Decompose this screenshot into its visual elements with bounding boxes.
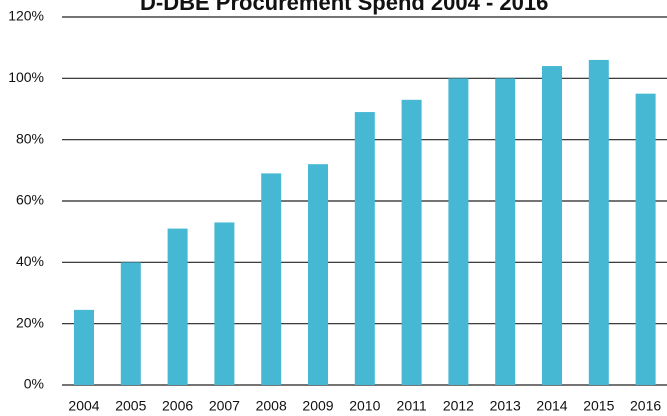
x-tick-label: 2004 — [68, 398, 99, 414]
x-tick-label: 2008 — [256, 398, 287, 414]
x-tick-label: 2012 — [443, 398, 474, 414]
x-tick-label: 2016 — [630, 398, 661, 414]
bar — [495, 78, 516, 385]
bar — [261, 173, 282, 385]
bar — [74, 309, 94, 385]
y-tick-label: 60% — [16, 192, 44, 208]
x-tick-label: 2005 — [115, 398, 146, 414]
bar — [635, 93, 656, 386]
bar — [308, 164, 328, 385]
y-tick-label: 120% — [8, 8, 44, 24]
x-tick-label: 2015 — [583, 398, 614, 414]
y-tick-label: 100% — [8, 69, 44, 85]
x-tick-label: 2010 — [349, 398, 380, 414]
bar — [448, 78, 469, 385]
bar — [354, 112, 375, 386]
bar — [167, 228, 188, 385]
bar — [401, 99, 422, 386]
y-tick-label: 20% — [16, 314, 44, 330]
x-tick-label: 2014 — [536, 398, 567, 414]
x-tick-label: 2007 — [209, 398, 240, 414]
x-tick-label: 2013 — [490, 398, 521, 414]
y-tick-label: 0% — [24, 376, 44, 392]
chart-title: D-DBE Procurement Spend 2004 - 2016 — [140, 0, 548, 15]
bar — [542, 66, 562, 386]
bar — [588, 59, 609, 385]
x-tick-label: 2009 — [302, 398, 333, 414]
bar — [214, 222, 235, 385]
y-tick-label: 40% — [16, 253, 44, 269]
bar — [120, 262, 141, 385]
x-tick-label: 2006 — [162, 398, 193, 414]
x-tick-label: 2011 — [397, 398, 427, 414]
y-tick-label: 80% — [16, 130, 44, 146]
